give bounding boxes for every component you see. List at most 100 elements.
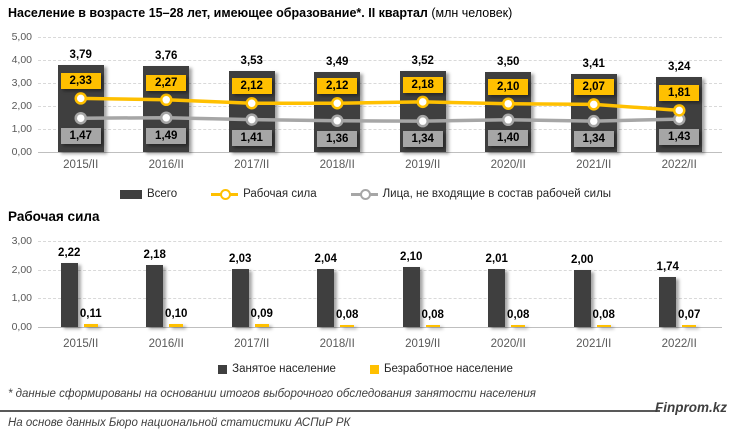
line-value-box: 2,10 [488, 78, 529, 95]
x-tick-label: 2015/II [63, 338, 99, 350]
line-marker [245, 96, 258, 110]
x-tick-label: 2021/II [576, 159, 612, 171]
bar-secondary [340, 324, 355, 327]
bar-value-label: 0,08 [592, 308, 615, 321]
bar-value-label: 3,50 [497, 55, 520, 68]
bar-value-label: 0,08 [421, 308, 444, 321]
line-marker [587, 98, 600, 111]
legend-labor-force: Занятое население Безработное население [0, 363, 731, 375]
x-tick-label: 2017/II [234, 159, 270, 171]
page-title: Население в возрасте 15–28 лет, имеющее … [8, 6, 512, 20]
page-title-unit: (млн человек) [431, 6, 513, 20]
bar-secondary [511, 324, 526, 327]
x-tick-label: 2019/II [405, 159, 441, 171]
legend-label: Безработное население [383, 363, 513, 375]
line-marker [331, 96, 344, 110]
brand-logo-text: Finprom.kz [654, 400, 727, 415]
source-text: На основе данных Бюро национальной стати… [8, 417, 351, 429]
bar-secondary [83, 323, 98, 327]
y-tick-label: 2,00 [11, 100, 32, 112]
line-marker [160, 93, 173, 107]
legend-swatch [369, 364, 379, 374]
bar-value-label: 0,11 [79, 307, 102, 320]
bar-primary [231, 268, 249, 327]
bar-value-label: 3,52 [411, 55, 434, 68]
line-value-box: 1,81 [659, 85, 700, 102]
line-value-box: 1,34 [573, 131, 614, 148]
line-marker [331, 114, 344, 127]
x-axis-line [38, 327, 722, 328]
line-value-box: 1,40 [488, 129, 529, 146]
x-tick-label: 2020/II [490, 338, 526, 350]
y-tick-label: 0,00 [11, 321, 32, 333]
bar-value-label: 2,22 [58, 247, 81, 260]
bar-primary [60, 263, 78, 327]
page-title-text: Население в возрасте 15–28 лет, имеющее … [8, 6, 428, 20]
line-marker [416, 95, 429, 109]
bar-secondary [169, 324, 184, 327]
legend-label: Рабочая сила [243, 188, 317, 200]
y-tick-label: 1,00 [11, 292, 32, 305]
legend-population: Всего Рабочая сила Лица, не входящие в сос… [0, 188, 731, 200]
legend-line-marker [350, 188, 378, 200]
line-marker [416, 114, 429, 128]
x-tick-label: 2019/II [405, 338, 441, 350]
gridline [38, 129, 722, 130]
line-value-box: 1,34 [402, 131, 443, 148]
legend-item: Всего [119, 188, 177, 200]
section-title-labor-force: Рабочая сила [8, 209, 100, 224]
x-tick-label: 2017/II [234, 338, 270, 350]
y-tick-label: 2,00 [11, 263, 32, 276]
legend-line-marker [211, 188, 239, 200]
gridline [38, 83, 722, 84]
gridline [38, 60, 722, 61]
line-marker [160, 111, 173, 124]
bar-primary [659, 277, 677, 327]
line-value-box: 2,33 [60, 73, 101, 90]
x-tick-label: 2016/II [148, 338, 184, 350]
y-tick-label: 3,00 [11, 235, 32, 247]
line-marker [74, 111, 87, 125]
x-tick-label: 2021/II [576, 338, 612, 350]
line-value-box: 1,36 [317, 130, 358, 147]
line-value-box: 2,12 [231, 78, 272, 95]
gridline [38, 37, 722, 38]
line-value-box: 1,43 [659, 129, 700, 146]
line-marker [502, 113, 515, 127]
line-marker [74, 92, 87, 105]
y-tick-label: 5,00 [11, 31, 32, 43]
x-tick-label: 2018/II [319, 159, 355, 171]
gridline [38, 106, 722, 107]
bar-value-label: 3,49 [326, 55, 349, 68]
bar-value-label: 2,03 [229, 252, 252, 265]
bar-primary [402, 266, 420, 327]
line-value-box: 2,18 [402, 76, 443, 93]
legend-item: Лица, не входящие в состав рабочей силы [350, 188, 611, 200]
bar-secondary [596, 324, 611, 327]
line-value-box: 1,41 [231, 129, 272, 146]
legend-label: Занятое население [232, 363, 336, 375]
x-tick-label: 2015/II [63, 159, 99, 171]
x-axis-line [38, 152, 722, 153]
bar-secondary [682, 324, 697, 327]
line-value-box: 1,49 [146, 127, 187, 144]
x-tick-label: 2020/II [490, 159, 526, 171]
legend-swatch [119, 189, 142, 199]
x-tick-label: 2016/II [148, 159, 184, 171]
legend-item: Безработное население [369, 363, 513, 375]
bar-value-label: 0,09 [250, 308, 273, 321]
x-tick-label: 2022/II [661, 159, 697, 171]
bar-value-label: 2,18 [143, 248, 166, 261]
bar-value-label: 0,10 [165, 308, 188, 321]
line-value-box: 1,47 [60, 128, 101, 145]
bar-value-label: 1,74 [656, 261, 679, 274]
bar-secondary [425, 324, 440, 327]
y-tick-label: 4,00 [11, 54, 32, 66]
line-value-box: 2,07 [573, 79, 614, 96]
bar-value-label: 2,10 [400, 250, 423, 263]
footnote-text: * данные сформированы на основании итого… [8, 388, 536, 400]
bar-value-label: 3,79 [69, 48, 92, 61]
line-value-box: 2,12 [317, 78, 358, 95]
bar-value-label: 3,24 [668, 61, 691, 74]
legend-item: Рабочая сила [211, 188, 317, 200]
